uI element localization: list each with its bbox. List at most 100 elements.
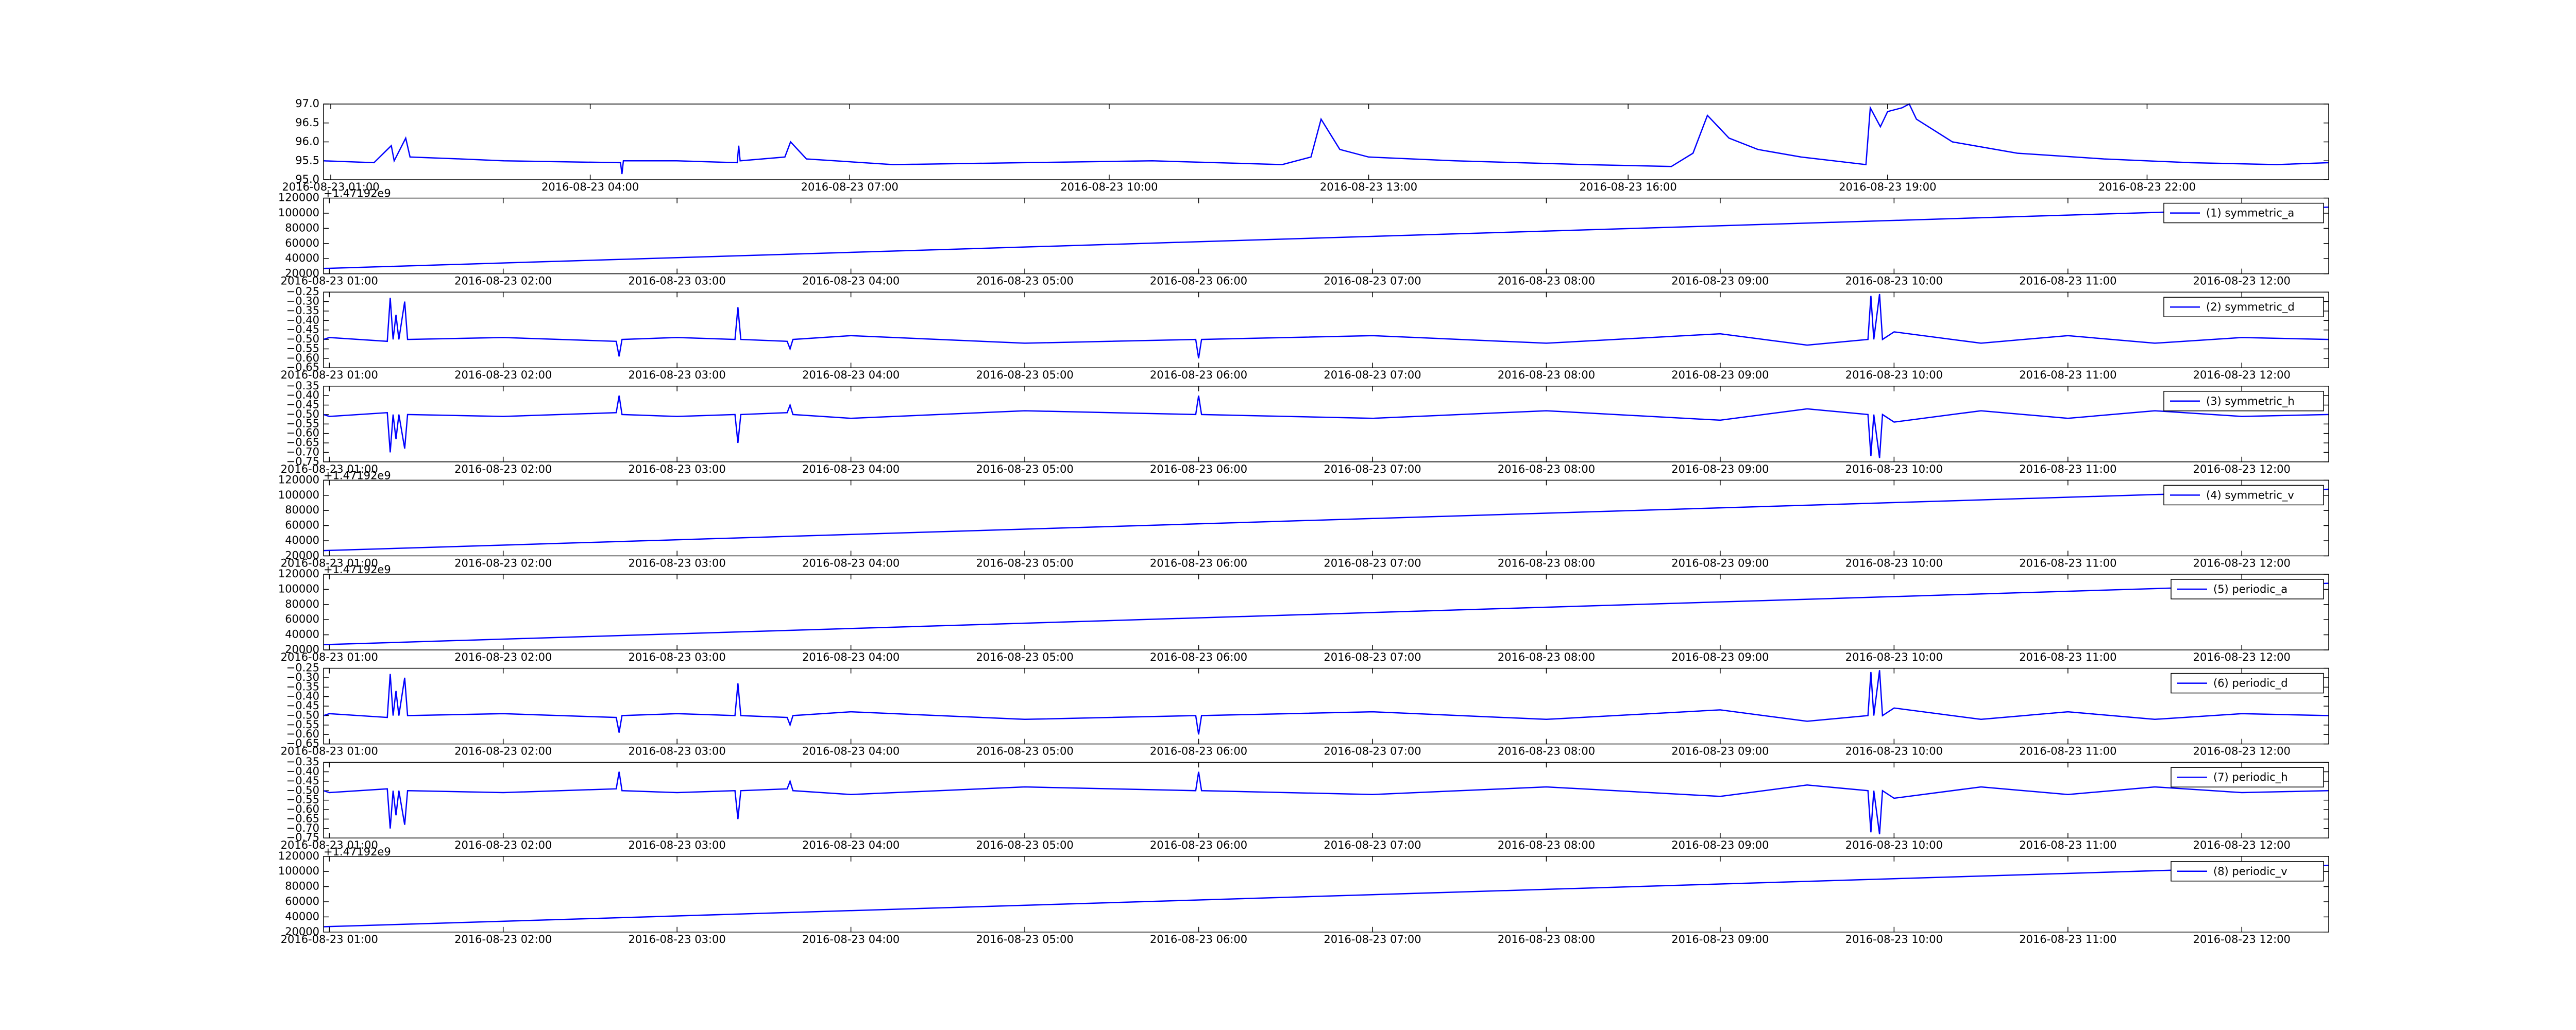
x-tick-label: 2016-08-23 12:00	[2193, 557, 2291, 569]
y-tick-label: −0.55	[286, 342, 319, 354]
x-tick-label: 2016-08-23 01:00	[281, 557, 378, 569]
x-tick-label: 2016-08-23 06:00	[1150, 275, 1247, 287]
x-tick-label: 2016-08-23 05:00	[976, 933, 1073, 946]
x-tick-label: 2016-08-23 02:00	[454, 557, 552, 569]
y-tick-label: 80000	[285, 504, 319, 516]
x-tick-label: 2016-08-23 02:00	[454, 463, 552, 475]
x-tick-label: 2016-08-23 08:00	[1498, 933, 1595, 946]
x-tick-label: 2016-08-23 06:00	[1150, 651, 1247, 663]
y-tick-label: −0.40	[286, 314, 319, 326]
x-tick-label: 2016-08-23 05:00	[976, 557, 1073, 569]
x-tick-label: 2016-08-23 01:00	[281, 369, 378, 381]
axes-frame	[323, 667, 2329, 745]
y-tick-label: −0.55	[286, 718, 319, 731]
x-tick-label: 2016-08-23 10:00	[1845, 557, 1943, 569]
y-tick-label: −0.25	[286, 662, 319, 674]
subplot: 95.0 95.5 96.0 96.5 97.0 2016-08-23 01:00 2016…	[282, 97, 2329, 193]
y-tick-label: 20000	[285, 643, 319, 656]
y-tick-label: 120000	[278, 568, 319, 580]
plot-area	[324, 762, 2329, 838]
x-tick-label: 2016-08-23 04:00	[541, 181, 639, 193]
y-tick-label: −0.35	[286, 380, 319, 392]
x-tick-label: 2016-08-23 03:00	[629, 933, 726, 946]
offset-text: +1.47192e9	[324, 846, 391, 858]
y-tick-label: −0.60	[286, 803, 319, 815]
subplot: −0.65−0.60−0.55−0.50−0.45−0.40−0.35−0.30…	[281, 285, 2329, 381]
x-tick-label: 2016-08-23 04:00	[802, 745, 900, 758]
legend-label: (6) periodic_d	[2213, 677, 2288, 690]
y-tick-label: −0.45	[286, 699, 319, 712]
data-line	[323, 488, 2329, 552]
x-tick-label: 2016-08-23 01:00	[281, 745, 378, 758]
legend-label: (7) periodic_h	[2213, 771, 2288, 784]
y-tick-label: 100000	[278, 865, 319, 877]
y-tick-label: 97.0	[295, 97, 319, 110]
y-tick-label: 60000	[285, 519, 319, 531]
x-tick-label: 2016-08-23 09:00	[1671, 933, 1769, 946]
y-tick-label: 60000	[285, 613, 319, 625]
y-tick-label: 80000	[285, 598, 319, 610]
x-tick-label: 2016-08-23 04:00	[802, 369, 900, 381]
legend-label: (8) periodic_v	[2213, 865, 2287, 878]
x-tick-label: 2016-08-23 10:00	[1845, 369, 1943, 381]
axes-frame	[323, 574, 2329, 650]
x-tick-label: 2016-08-23 09:00	[1671, 557, 1769, 569]
x-tick-label: 2016-08-23 06:00	[1150, 463, 1247, 475]
plot-area	[324, 856, 2329, 932]
data-line	[323, 206, 2329, 269]
x-tick-label: 2016-08-23 07:00	[1324, 839, 1421, 851]
x-tick-label: 2016-08-23 02:00	[454, 651, 552, 663]
axes-frame	[323, 856, 2329, 933]
offset-text: +1.47192e9	[324, 187, 391, 200]
y-tick-label: −0.50	[286, 408, 319, 420]
x-tick-label: 2016-08-23 03:00	[629, 369, 726, 381]
y-tick-label: 100000	[278, 207, 319, 219]
y-tick-label: −0.30	[286, 671, 319, 683]
x-tick-label: 2016-08-23 11:00	[2019, 463, 2116, 475]
x-tick-label: 2016-08-23 08:00	[1498, 745, 1595, 758]
x-tick-label: 2016-08-23 08:00	[1498, 463, 1595, 475]
x-tick-label: 2016-08-23 03:00	[629, 745, 726, 758]
x-tick-label: 2016-08-23 12:00	[2193, 839, 2291, 851]
x-tick-label: 2016-08-23 07:00	[1324, 275, 1421, 287]
x-tick-label: 2016-08-23 03:00	[629, 275, 726, 287]
y-tick-label: 100000	[278, 582, 319, 595]
x-tick-label: 2016-08-23 09:00	[1671, 839, 1769, 851]
x-tick-label: 2016-08-23 08:00	[1498, 369, 1595, 381]
y-tick-label: −0.50	[286, 333, 319, 345]
x-tick-label: 2016-08-23 12:00	[2193, 275, 2291, 287]
x-tick-label: 2016-08-23 05:00	[976, 275, 1073, 287]
x-tick-label: 2016-08-23 11:00	[2019, 933, 2116, 946]
y-tick-label: −0.60	[286, 352, 319, 364]
x-tick-label: 2016-08-23 02:00	[454, 933, 552, 946]
y-tick-label: 40000	[285, 252, 319, 264]
y-tick-label: 100000	[278, 489, 319, 501]
y-tick-label: 80000	[285, 880, 319, 892]
y-tick-label: 40000	[285, 534, 319, 546]
x-tick-label: 2016-08-23 01:00	[281, 933, 378, 946]
x-tick-label: 2016-08-23 10:00	[1845, 745, 1943, 758]
x-tick-label: 2016-08-23 16:00	[1580, 181, 1677, 193]
y-tick-label: −0.35	[286, 680, 319, 693]
y-tick-label: −0.70	[286, 822, 319, 834]
x-tick-label: 2016-08-23 11:00	[2019, 745, 2116, 758]
data-line	[323, 771, 2329, 835]
subplot: 20000 40000 60000 80000 100000 120000 2016-08-…	[278, 846, 2329, 946]
y-tick-label: −0.50	[286, 709, 319, 721]
y-tick-label: 60000	[285, 237, 319, 249]
y-tick-label: −0.65	[286, 361, 319, 373]
x-tick-label: 2016-08-23 03:00	[629, 557, 726, 569]
y-tick-label: −0.45	[286, 323, 319, 336]
y-tick-label: 120000	[278, 473, 319, 486]
y-tick-label: −0.35	[286, 756, 319, 768]
x-tick-label: 2016-08-23 01:00	[281, 651, 378, 663]
y-tick-label: −0.60	[286, 728, 319, 740]
axes-frame	[323, 762, 2329, 838]
offset-text: +1.47192e9	[324, 469, 391, 482]
y-tick-label: −0.60	[286, 427, 319, 439]
x-tick-label: 2016-08-23 08:00	[1498, 651, 1595, 663]
y-tick-label: 120000	[278, 192, 319, 204]
y-tick-label: 120000	[278, 850, 319, 862]
y-tick-label: −0.25	[286, 285, 319, 298]
